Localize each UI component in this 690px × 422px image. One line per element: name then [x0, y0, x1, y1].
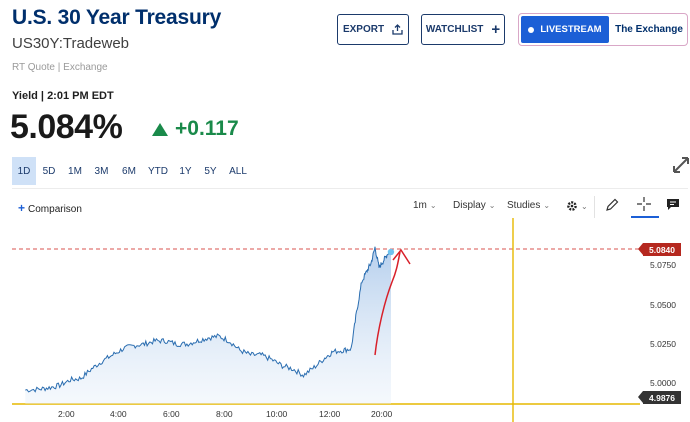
range-tab-6m[interactable]: 6M — [122, 165, 136, 177]
chevron-down-icon: ⌄ — [429, 201, 437, 210]
y-tick-label: 5.0250 — [650, 339, 676, 349]
x-tick-label: 6:00 — [163, 409, 180, 419]
plus-icon: + — [491, 21, 501, 38]
y-tick-label: 5.0500 — [650, 300, 676, 310]
display-dropdown[interactable]: Display ⌄ — [453, 200, 496, 211]
up-arrow-icon — [152, 122, 168, 136]
hand-drawn-arrow — [374, 248, 411, 356]
range-tab-1m[interactable]: 1M — [68, 165, 82, 177]
range-tab-5y[interactable]: 5Y — [204, 165, 217, 177]
x-tick-label: 8:00 — [216, 409, 233, 419]
crosshair-active-indicator — [631, 216, 659, 218]
range-tab-1d[interactable]: 1D — [12, 157, 36, 185]
interval-dropdown[interactable]: 1m ⌄ — [413, 200, 437, 211]
export-button-label: EXPORT — [342, 24, 385, 35]
page-title: U.S. 30 Year Treasury — [12, 6, 222, 29]
export-icon — [392, 24, 403, 35]
plus-icon: + — [18, 201, 26, 215]
pencil-icon[interactable] — [605, 198, 619, 212]
toolbar-separator — [594, 196, 595, 218]
display-label: Display — [453, 200, 486, 211]
y-tick-label: 5.0750 — [650, 260, 676, 270]
range-tab-all[interactable]: ALL — [229, 165, 247, 177]
interval-label: 1m — [413, 200, 427, 211]
x-tick-label: 20:00 — [371, 409, 393, 419]
quote-source-label: RT Quote | Exchange — [12, 62, 108, 73]
toolbar-divider — [12, 188, 688, 189]
range-tab-3m[interactable]: 3M — [94, 165, 109, 177]
the-exchange-link[interactable]: The Exchange — [615, 24, 683, 35]
price-line — [25, 246, 392, 393]
y-tick-label: 5.0000 — [650, 378, 676, 388]
x-tick-label: 10:00 — [266, 409, 288, 419]
comparison-label: Comparison — [28, 204, 82, 215]
studies-label: Studies — [507, 200, 541, 211]
crosshair-icon[interactable] — [637, 197, 651, 211]
range-tab-1y[interactable]: 1Y — [179, 165, 192, 177]
current-price-tag: 5.0840 — [638, 243, 681, 256]
watchlist-button-label: WATCHLIST — [425, 24, 484, 35]
gear-icon — [567, 201, 577, 211]
live-dot-icon — [528, 26, 535, 33]
export-button[interactable]: EXPORT — [337, 14, 409, 45]
chevron-down-icon: ⌄ — [488, 201, 496, 210]
yield-change-value: +0.117 — [175, 117, 239, 140]
x-tick-label: 12:00 — [319, 409, 341, 419]
yield-change: +0.117 — [152, 117, 239, 141]
expand-icon[interactable] — [672, 156, 690, 174]
settings-dropdown[interactable]: ⌄ — [566, 200, 588, 212]
range-tab-ytd[interactable]: YTD — [148, 165, 168, 177]
yield-timestamp: Yield | 2:01 PM EDT — [12, 90, 114, 102]
symbol-label: US30Y:Tradeweb — [12, 35, 130, 52]
chevron-down-icon: ⌄ — [581, 201, 588, 211]
time-range-tabs: 1D 5D 1M 3M 6M YTD 1Y 5Y ALL — [12, 157, 253, 185]
watchlist-button[interactable]: WATCHLIST + — [421, 14, 505, 45]
livestream-widget: LIVESTREAM The Exchange — [518, 13, 688, 46]
comment-icon[interactable] — [666, 198, 680, 211]
x-tick-label: 2:00 — [58, 409, 75, 419]
livestream-label: LIVESTREAM — [540, 24, 602, 35]
current-yield: 5.084% — [10, 108, 123, 146]
chevron-down-icon: ⌄ — [543, 201, 551, 210]
studies-dropdown[interactable]: Studies ⌄ — [507, 200, 550, 211]
price-area — [25, 246, 392, 404]
livestream-button[interactable]: LIVESTREAM — [519, 14, 611, 45]
comparison-button[interactable]: + Comparison — [18, 201, 82, 215]
x-tick-label: 4:00 — [110, 409, 127, 419]
last-price-dot — [387, 248, 395, 256]
low-price-tag: 4.9876 — [638, 391, 681, 404]
range-tab-5d[interactable]: 5D — [42, 165, 56, 177]
